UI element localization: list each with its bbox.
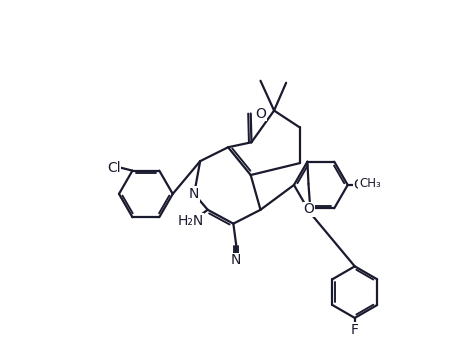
Text: O: O (304, 203, 314, 216)
Text: N: N (231, 253, 241, 267)
Text: CH₃: CH₃ (359, 177, 381, 190)
Text: N: N (189, 187, 200, 201)
Text: H₂N: H₂N (177, 213, 204, 227)
Text: Cl: Cl (107, 161, 121, 175)
Text: O: O (255, 106, 266, 121)
Text: O: O (354, 178, 365, 192)
Text: F: F (351, 323, 359, 337)
